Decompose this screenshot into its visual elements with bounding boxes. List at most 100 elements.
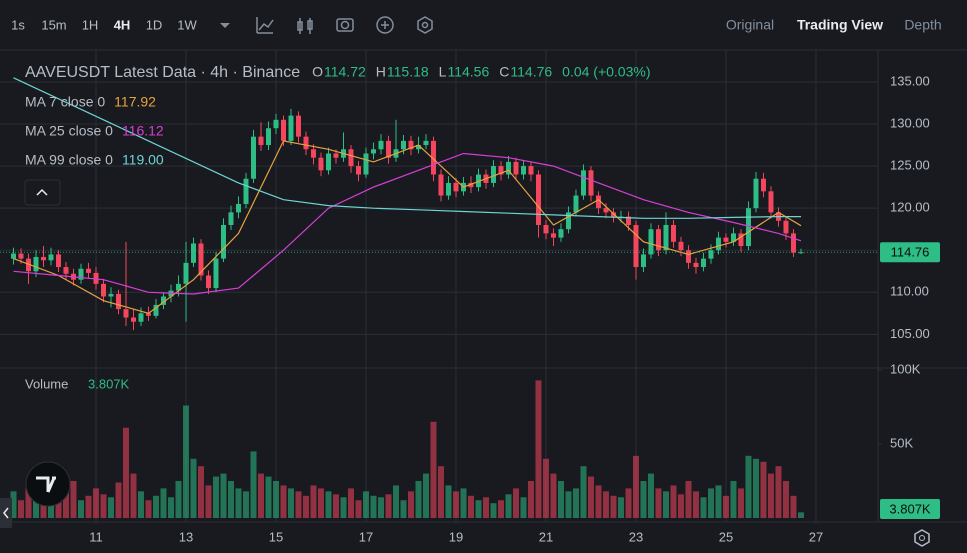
candle-body bbox=[310, 149, 316, 158]
scroll-left-arrow bbox=[3, 507, 9, 519]
candle-body bbox=[490, 166, 496, 183]
collapse-button[interactable] bbox=[24, 179, 61, 206]
ohlc-letter: C bbox=[499, 64, 509, 80]
candle-icon[interactable] bbox=[297, 18, 313, 34]
ma-legend-name: MA 7 close 0 bbox=[25, 94, 105, 110]
candle-body bbox=[513, 161, 519, 175]
candle-body bbox=[400, 140, 406, 150]
volume-bar bbox=[377, 497, 384, 518]
candle-body bbox=[670, 224, 676, 242]
candle-body bbox=[325, 153, 331, 171]
ohlc-value: 114.72 bbox=[324, 64, 366, 80]
volume-bar bbox=[685, 481, 692, 518]
y-tick-label: 110.00 bbox=[890, 284, 929, 299]
volume-bar bbox=[707, 488, 714, 518]
volume-bar bbox=[580, 466, 587, 518]
candle-body bbox=[63, 267, 69, 274]
volume-bar bbox=[520, 497, 527, 518]
volume-bar bbox=[32, 495, 39, 518]
volume-bar bbox=[122, 427, 129, 518]
ohlc-value: 115.18 bbox=[387, 64, 429, 80]
volume-bar bbox=[407, 491, 414, 518]
volume-bar bbox=[415, 481, 422, 518]
interval-button[interactable]: 1W bbox=[177, 17, 197, 32]
candle-body bbox=[145, 313, 151, 316]
volume-bar bbox=[730, 481, 737, 518]
candle-body bbox=[768, 191, 774, 213]
volume-bar bbox=[527, 481, 534, 518]
volume-bar bbox=[542, 458, 549, 518]
interval-button[interactable]: 1s bbox=[11, 17, 25, 32]
candle-body bbox=[33, 256, 39, 272]
volume-bar bbox=[355, 500, 362, 518]
volume-bar bbox=[250, 451, 257, 518]
volume-bar bbox=[445, 485, 452, 518]
interval-button[interactable]: 1H bbox=[82, 17, 99, 32]
view-tab[interactable]: Original bbox=[726, 17, 774, 33]
candle-body bbox=[700, 258, 706, 268]
last-price-tag bbox=[880, 242, 940, 263]
volume-bar bbox=[362, 491, 369, 518]
volume-bar bbox=[100, 494, 107, 518]
ma-line bbox=[13, 152, 802, 295]
ma-legend-value: 119.00 bbox=[122, 152, 164, 168]
candle-body bbox=[333, 153, 339, 158]
candle-body bbox=[348, 149, 354, 167]
candle-body bbox=[790, 233, 796, 253]
candle-body bbox=[588, 170, 594, 196]
volume-bar bbox=[152, 495, 159, 518]
add-icon[interactable] bbox=[376, 16, 394, 34]
candle-body bbox=[738, 233, 744, 247]
candle-body bbox=[565, 212, 571, 230]
last-price-label: 114.76 bbox=[891, 245, 930, 260]
volume-bar bbox=[220, 473, 227, 518]
volume-bar bbox=[505, 494, 512, 518]
interval-button[interactable]: 4H bbox=[114, 17, 131, 32]
candle-body bbox=[753, 178, 759, 209]
candle-body bbox=[648, 229, 654, 255]
volume-bar bbox=[317, 488, 324, 518]
interval-button[interactable]: 15m bbox=[41, 17, 66, 32]
volume-bar bbox=[640, 481, 647, 518]
indicator-icon[interactable] bbox=[256, 17, 274, 34]
volume-bar bbox=[535, 380, 542, 518]
volume-bar bbox=[340, 497, 347, 518]
volume-tick-label: 50K bbox=[890, 435, 913, 450]
axis-settings-icon[interactable] bbox=[914, 529, 930, 547]
candle-body bbox=[430, 140, 436, 175]
volume-bar bbox=[700, 497, 707, 518]
y-tick-label: 120.00 bbox=[890, 200, 930, 215]
y-tick-label: 130.00 bbox=[890, 115, 930, 130]
interval-dropdown[interactable] bbox=[220, 23, 230, 28]
screenshot-icon[interactable] bbox=[336, 18, 354, 32]
candle-body bbox=[663, 224, 669, 251]
volume-bar bbox=[370, 495, 377, 518]
candle-body bbox=[205, 275, 211, 289]
settings-icon[interactable] bbox=[417, 16, 433, 34]
view-tab[interactable]: Trading View bbox=[797, 17, 883, 33]
volume-bar bbox=[10, 491, 17, 518]
volume-bar bbox=[587, 476, 594, 518]
view-tab[interactable]: Depth bbox=[904, 17, 941, 33]
volume-bar bbox=[460, 488, 467, 518]
candle-body bbox=[558, 229, 564, 238]
candle-body bbox=[258, 136, 264, 146]
volume-bar bbox=[692, 491, 699, 518]
volume-bar bbox=[677, 494, 684, 518]
volume-title: Volume bbox=[25, 376, 68, 391]
scroll-left-button[interactable] bbox=[0, 498, 12, 528]
volume-bar bbox=[610, 495, 617, 518]
x-tick-label: 11 bbox=[89, 529, 103, 544]
volume-bar bbox=[295, 491, 302, 518]
volume-bar bbox=[565, 491, 572, 518]
volume-bar bbox=[752, 458, 759, 518]
candle-body bbox=[265, 128, 271, 146]
volume-bar bbox=[182, 405, 189, 518]
y-tick-label: 125.00 bbox=[890, 158, 930, 173]
x-tick-label: 27 bbox=[809, 529, 823, 544]
volume-bar bbox=[25, 488, 32, 518]
interval-button[interactable]: 1D bbox=[146, 17, 163, 32]
candle-body bbox=[625, 216, 631, 225]
candle-body bbox=[655, 229, 661, 251]
